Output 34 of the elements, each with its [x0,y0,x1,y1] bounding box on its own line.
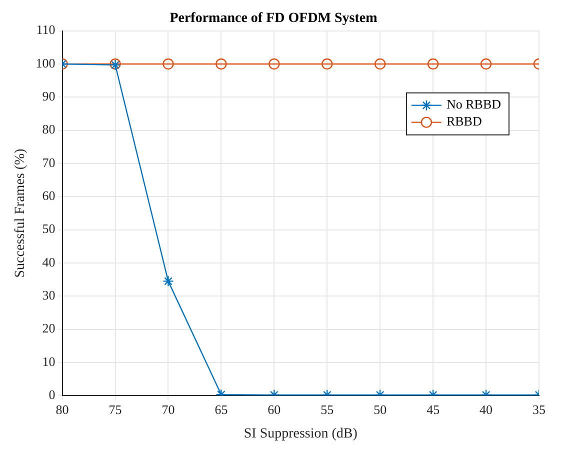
x-tick-label: 80 [56,402,69,417]
y-tick-label: 0 [48,387,56,402]
y-tick-label: 100 [36,55,56,70]
x-tick-label: 40 [480,402,493,417]
x-tick-label: 55 [320,402,334,417]
y-axis-title: Successful Frames (%) [13,148,28,278]
y-tick-label: 90 [42,88,56,104]
point [427,58,439,70]
legend-label: RBBD [446,114,482,129]
point [322,58,333,70]
point [162,58,174,70]
legend-label: No RBBD [446,96,502,112]
y-tick-label: 10 [42,354,56,369]
x-tick-label: 70 [162,402,175,417]
x-tick-label: 60 [268,402,281,417]
x-tick-label: 50 [374,402,387,417]
x-axis-title: SI Suppression (dB) [244,426,358,442]
x-tick-label: 35 [532,402,546,417]
y-tick-label: 60 [42,188,56,204]
y-tick-label: 40 [42,254,56,270]
y-tick-label: 30 [42,288,56,303]
point [216,58,227,70]
y-tick-label: 80 [42,122,56,137]
y-tick-label: 70 [42,154,56,170]
x-tick-label: 45 [426,402,440,417]
point [374,58,386,70]
point [268,58,280,70]
y-tick-label: 110 [36,22,56,38]
chart-title: Performance of FD OFDM System [170,11,378,26]
x-tick-label: 65 [214,402,228,417]
y-tick-label: 20 [42,320,56,336]
point [480,58,492,70]
y-tick-label: 50 [42,221,56,236]
x-tick-label: 75 [108,402,122,417]
